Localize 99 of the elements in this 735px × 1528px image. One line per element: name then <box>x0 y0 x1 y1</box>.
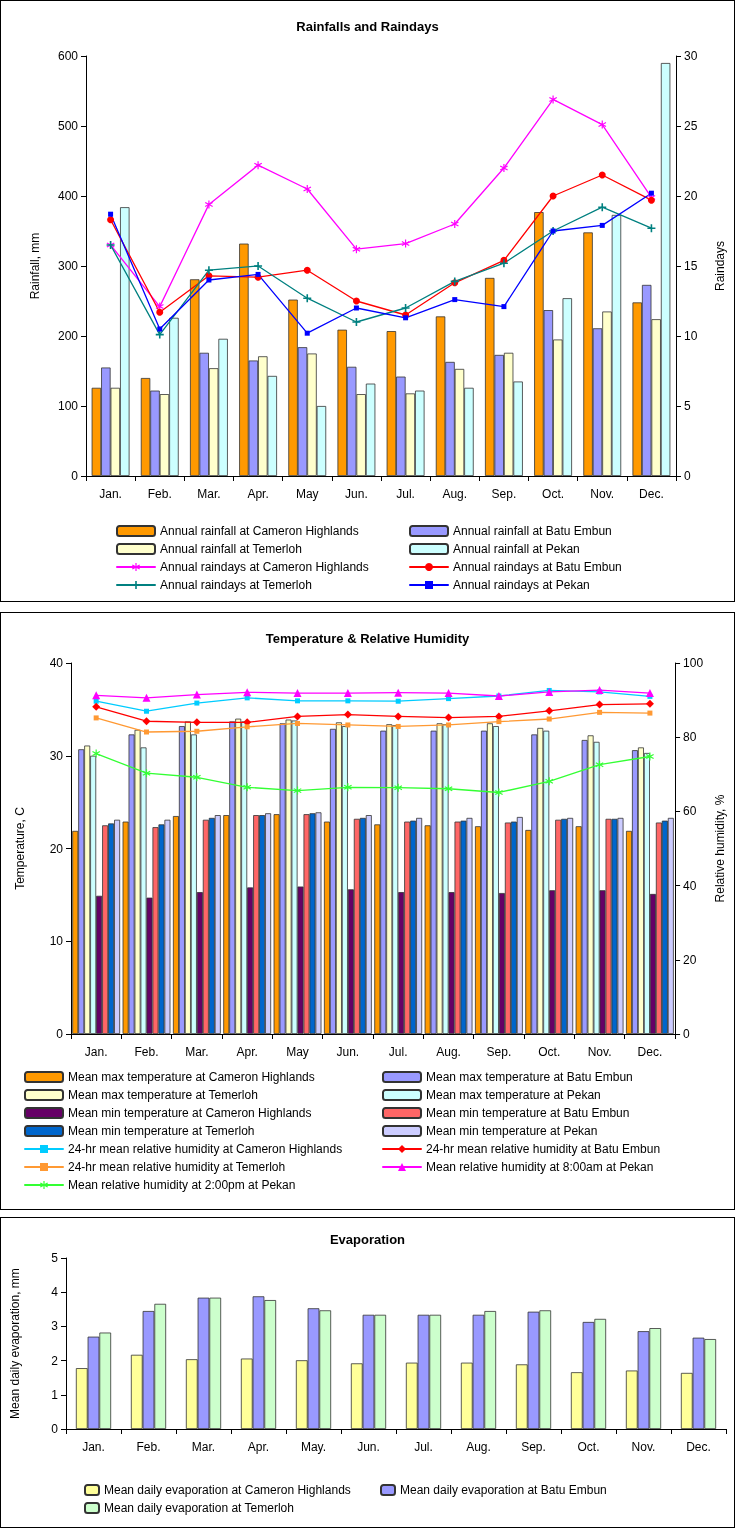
y2-tick-label: 10 <box>684 329 698 343</box>
y2-tick-label: 0 <box>684 469 691 483</box>
y-tick-label: 1 <box>51 1387 59 1402</box>
y2-tick-label: 25 <box>684 119 698 133</box>
x-tick-label: Jan. <box>99 487 122 501</box>
x-tick-label: Oct. <box>577 1440 600 1454</box>
x-tick-label: Dec. <box>637 1045 663 1059</box>
legend-label: Annual rainfall at Pekan <box>453 542 580 556</box>
legend-label: Annual raindays at Temerloh <box>160 578 312 592</box>
legend-label: Mean daily evaporation at Cameron Highlands <box>104 1483 351 1497</box>
x-tick-label: Aug. <box>442 487 468 501</box>
y2-tick-label: 100 <box>683 656 704 670</box>
chart-title: Temperature & Relative Humidity <box>265 631 471 646</box>
y-tick-label: 300 <box>57 259 79 273</box>
legend-label: 24-hr mean relative humidity at Cameron Highlands <box>68 1142 343 1156</box>
chart-title: Evaporation <box>329 1232 406 1247</box>
x-tick-label: Jul. <box>414 1440 433 1454</box>
x-tick-label: Nov. <box>631 1440 656 1454</box>
x-tick-label: Aug. <box>436 1045 461 1059</box>
x-tick-label: May <box>295 487 319 501</box>
y-tick-label: 400 <box>57 189 79 203</box>
x-tick-label: May. <box>300 1440 327 1454</box>
legend-label: Annual rainfall at Batu Embun <box>453 524 612 538</box>
chart-title: Rainfalls and Raindays <box>296 19 439 34</box>
x-tick-label: Dec. <box>639 487 664 501</box>
y2-tick-label: 40 <box>683 878 697 893</box>
y2-tick-label: 80 <box>683 730 697 745</box>
legend-label: Annual raindays at Batu Embun <box>453 560 622 574</box>
x-tick-label: Apr. <box>247 1440 270 1454</box>
legend-label: Mean relative humidity at 2:00pm at Pekan <box>68 1178 296 1192</box>
x-tick-label: Jan. <box>84 1045 108 1059</box>
x-tick-label: Oct. <box>538 1045 561 1059</box>
x-tick-label: Aug. <box>466 1440 491 1454</box>
y2-tick-label: 0 <box>683 1027 691 1041</box>
x-tick-label: Sep. <box>486 1045 512 1059</box>
legend-label: Annual rainfall at Cameron Highlands <box>160 524 359 538</box>
x-tick-label: Dec. <box>686 1440 711 1454</box>
y-tick-label: 30 <box>49 748 64 763</box>
y2-tick-label: 20 <box>684 189 698 203</box>
legend-label: Mean min temperature at Cameron Highlands <box>68 1106 312 1120</box>
y-tick-label: 5 <box>51 1251 59 1265</box>
y-axis-title: Temperature, C <box>13 806 27 890</box>
y2-tick-label: 15 <box>684 259 698 273</box>
y-tick-label: 100 <box>57 399 79 413</box>
legend-label: Mean max temperature at Batu Embun <box>426 1070 633 1084</box>
legend-label: 24-hr mean relative humidity at Temerloh <box>68 1160 286 1174</box>
y-tick-label: 600 <box>57 49 79 63</box>
y2-axis-title: Relative humidity, % <box>713 794 727 903</box>
y-tick-label: 0 <box>71 469 79 483</box>
y-tick-label: 500 <box>57 119 79 133</box>
x-tick-label: Jun. <box>345 487 368 501</box>
legend-label: Mean max temperature at Temerloh <box>68 1088 258 1102</box>
y2-axis-title: Raindays <box>713 240 727 292</box>
legend-label: Mean min temperature at Pekan <box>426 1124 598 1138</box>
y2-tick-label: 60 <box>683 804 697 819</box>
x-tick-label: Jun. <box>336 1045 360 1059</box>
legend-label: Mean relative humidity at 8:00am at Pekan <box>426 1160 654 1174</box>
y2-tick-label: 20 <box>683 952 697 967</box>
x-tick-label: Sep. <box>491 487 517 501</box>
x-tick-label: Jun. <box>357 1440 380 1454</box>
legend-label: Annual rainfall at Temerloh <box>160 542 302 556</box>
x-tick-label: Feb. <box>134 1045 159 1059</box>
y2-tick-label: 30 <box>684 49 698 63</box>
x-tick-label: Apr. <box>247 487 269 501</box>
y2-tick-label: 5 <box>684 399 691 413</box>
x-tick-label: Feb. <box>136 1440 161 1454</box>
y-axis-title: Mean daily evaporation, mm <box>8 1268 22 1419</box>
legend-label: Annual raindays at Cameron Highlands <box>160 560 369 574</box>
x-tick-label: Jan. <box>82 1440 105 1454</box>
x-tick-label: Mar. <box>191 1440 216 1454</box>
legend-label: Mean daily evaporation at Temerloh <box>104 1501 294 1515</box>
x-tick-label: Oct. <box>542 487 565 501</box>
legend-label: 24-hr mean relative humidity at Batu Embun <box>426 1142 661 1156</box>
x-tick-label: Feb. <box>147 487 172 501</box>
x-tick-label: Mar. <box>197 487 221 501</box>
y-axis-title: Rainfall, mm <box>28 232 42 300</box>
y-tick-label: 2 <box>51 1353 59 1368</box>
y-tick-label: 3 <box>51 1319 59 1334</box>
x-tick-label: Nov. <box>590 487 615 501</box>
x-tick-label: Jul. <box>396 487 415 501</box>
x-tick-label: Jul. <box>388 1045 408 1059</box>
x-tick-label: Apr. <box>236 1045 258 1059</box>
y-tick-label: 4 <box>51 1285 59 1300</box>
y-tick-label: 20 <box>49 841 64 856</box>
legend-label: Mean min temperature at Temerloh <box>68 1124 255 1138</box>
legend-label: Mean daily evaporation at Batu Embun <box>400 1483 607 1497</box>
y-tick-label: 200 <box>57 329 79 343</box>
y-tick-label: 0 <box>56 1027 64 1041</box>
legend-label: Annual raindays at Pekan <box>453 578 590 592</box>
x-tick-label: Sep. <box>521 1440 546 1454</box>
y-tick-label: 0 <box>51 1422 59 1436</box>
y-tick-label: 10 <box>49 934 64 949</box>
x-tick-label: May <box>286 1045 309 1059</box>
x-tick-label: Mar. <box>185 1045 209 1059</box>
legend-label: Mean max temperature at Pekan <box>426 1088 601 1102</box>
legend-label: Mean max temperature at Cameron Highlands <box>68 1070 315 1084</box>
x-tick-label: Nov. <box>587 1045 612 1059</box>
legend-label: Mean min temperature at Batu Embun <box>426 1106 630 1120</box>
y-tick-label: 40 <box>49 656 64 670</box>
